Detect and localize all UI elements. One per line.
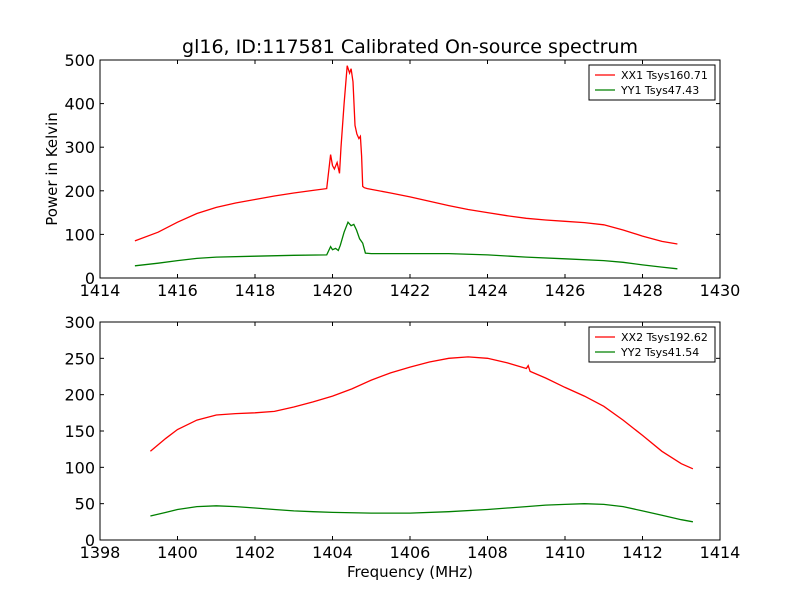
x-tick-label: 1406 [390,543,431,562]
top-y-axis-label: Power in Kelvin [43,112,61,226]
bottom-x-axis-label: Frequency (MHz) [347,563,473,581]
x-tick-label: 1404 [312,543,353,562]
chart-title: gl16, ID:117581 Calibrated On-source spe… [182,36,638,58]
legend: XX2 Tsys192.62 YY2 Tsys41.54 [588,326,716,363]
x-tick-label: 1408 [467,543,508,562]
x-tick-label: 1398 [80,543,121,562]
legend-label-xx2-tsys192-62: XX2 Tsys192.62 [621,331,708,344]
x-tick-label: 1400 [157,543,198,562]
y-tick-label: 500 [64,51,95,70]
x-tick-label: 1424 [467,281,508,300]
y-tick-label: 200 [64,182,95,201]
x-tick-label: 1428 [622,281,663,300]
y-tick-label: 100 [64,225,95,244]
x-tick-label: 1418 [235,281,276,300]
legend: XX1 Tsys160.71 YY1 Tsys47.43 [588,64,716,101]
x-tick-label: 1426 [545,281,586,300]
legend-box [588,64,716,101]
legend-label-yy2-tsys41-54: YY2 Tsys41.54 [620,346,699,359]
series-line-xx2-tsys192-62 [149,356,694,470]
legend-label-yy1-tsys47-43: YY1 Tsys47.43 [620,84,699,97]
x-tick-label: 1402 [235,543,276,562]
x-tick-label: 1420 [312,281,353,300]
y-tick-label: 100 [64,458,95,477]
x-tick-label: 1422 [390,281,431,300]
y-tick-label: 300 [64,313,95,332]
series-line-yy1-tsys47-43 [134,220,678,270]
series-line-xx1-tsys160-71 [134,65,678,245]
y-tick-label: 0 [85,269,95,288]
legend-box [588,326,716,363]
y-tick-label: 400 [64,95,95,114]
x-tick-label: 1410 [545,543,586,562]
series-line-yy2-tsys41-54 [150,503,694,523]
x-tick-label: 1414 [700,543,741,562]
legend-label-xx1-tsys160-71: XX1 Tsys160.71 [621,69,708,82]
y-tick-label: 200 [64,386,95,405]
y-tick-label: 0 [85,531,95,550]
x-tick-label: 1414 [80,281,121,300]
y-tick-label: 250 [64,349,95,368]
x-tick-label: 1430 [700,281,741,300]
top-panel: 1414 1416 1418 1420 1422 1424 1426 1428 1430 0 100… [64,51,740,300]
x-tick-label: 1412 [622,543,663,562]
bottom-panel: 1398 1400 1402 1404 1406 1408 1410 1412 1414 0 50 1… [64,313,740,562]
x-tick-label: 1416 [157,281,198,300]
y-tick-label: 150 [64,422,95,441]
y-tick-label: 50 [75,495,95,514]
y-tick-label: 300 [64,138,95,157]
